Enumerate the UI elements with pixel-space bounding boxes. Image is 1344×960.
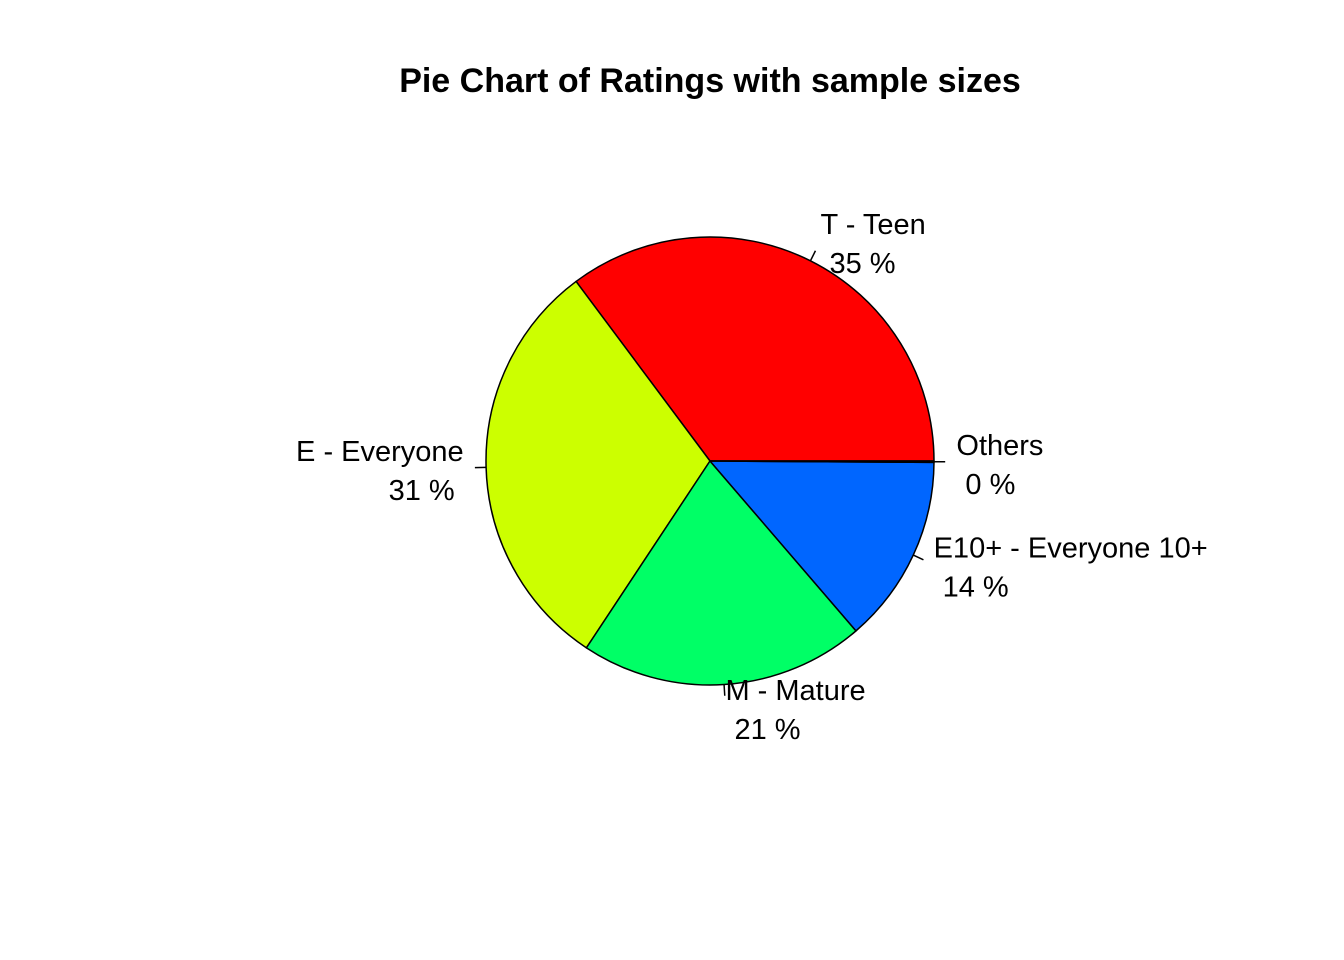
slice-label-others: Others [956,430,1043,462]
slice-label-t-teen: T - Teen [820,209,925,241]
pie-slice-t-teen [575,236,935,462]
pie-slice-m-mature [585,460,857,686]
slice-label-e-everyone: E - Everyone [296,436,464,468]
pie-slices [485,236,935,686]
slice-percent-e10-everyone-10: 14 % [943,572,1009,604]
slice-percent-t-teen: 35 % [829,248,895,280]
leader-line-t-teen [809,250,817,262]
slice-percent-e-everyone: 31 % [389,475,455,507]
slice-percent-others: 0 % [965,469,1015,501]
slice-label-e10-everyone-10: E10+ - Everyone 10+ [934,533,1208,565]
pie-labels: T - Teen 35 % E - Everyone 31 % M - Mature 21… [296,209,1208,746]
leader-line-e10-everyone-10 [912,554,924,561]
chart-title: Pie Chart of Ratings with sample sizes [399,62,1021,100]
leader-line-m-mature [723,684,726,696]
pie-slice-e10-everyone-10 [709,460,935,632]
pie-slice-e-everyone [485,280,711,649]
slice-label-m-mature: M - Mature [725,675,865,707]
slice-percent-m-mature: 21 % [734,714,800,746]
